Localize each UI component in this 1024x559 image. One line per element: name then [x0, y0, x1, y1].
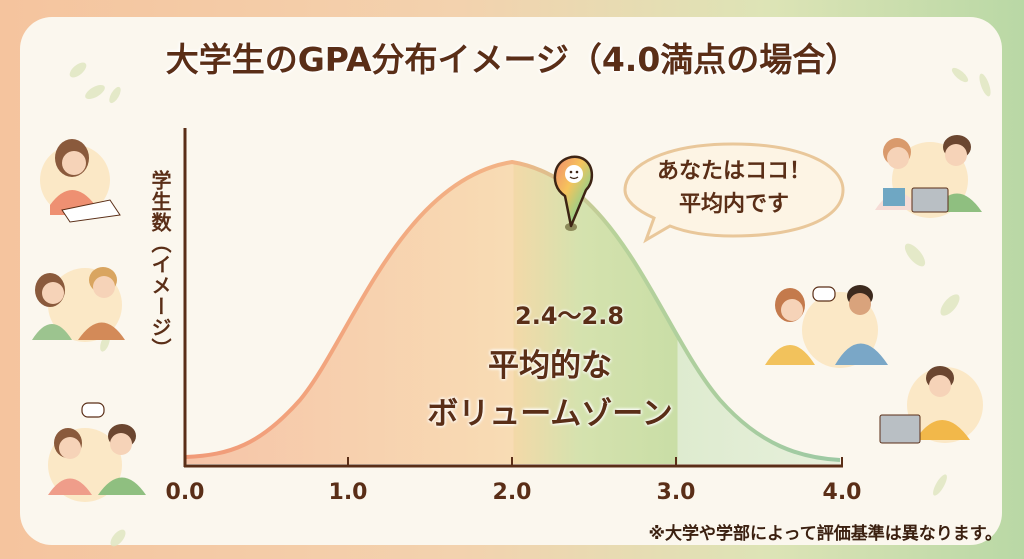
student-illustration-right-top — [875, 135, 982, 218]
y-axis-label: 学生数（イメージ） — [148, 170, 172, 359]
student-illustration-left-mid — [32, 267, 125, 342]
curve-area-fill — [186, 162, 840, 464]
x-tick-label: 0.0 — [165, 480, 205, 505]
x-axis-ticks — [347, 457, 843, 466]
callout-line-1: あなたはココ！ — [656, 159, 811, 184]
zone-range-label: 2.4〜2.8 — [515, 302, 625, 330]
footnote: ※大学や学部によって評価基準は異なります。 — [648, 524, 1002, 544]
student-illustration-left-bottom — [48, 402, 146, 502]
x-tick-label: 2.0 — [492, 480, 532, 505]
student-illustration-right-mid — [765, 285, 888, 368]
x-tick-label: 3.0 — [656, 480, 696, 505]
bell-curve-line — [185, 159, 841, 462]
speech-bubble — [623, 142, 845, 244]
zone-label-line-1: 平均的な — [488, 348, 612, 384]
student-illustration-left-top — [40, 139, 121, 223]
x-tick-label: 1.0 — [328, 480, 368, 505]
location-pin-icon — [553, 155, 594, 231]
student-illustration-right-bottom — [879, 366, 983, 444]
chart-title: 大学生のGPA分布イメージ（4.0満点の場合） — [165, 40, 859, 79]
leaf-decoration-icon — [53, 62, 991, 547]
x-tick-label: 4.0 — [822, 480, 862, 505]
zone-label-line-2: ボリュームゾーン — [427, 396, 673, 432]
callout-text: あなたはココ！ 平均内です — [625, 143, 843, 235]
callout-line-2: 平均内です — [678, 192, 789, 217]
